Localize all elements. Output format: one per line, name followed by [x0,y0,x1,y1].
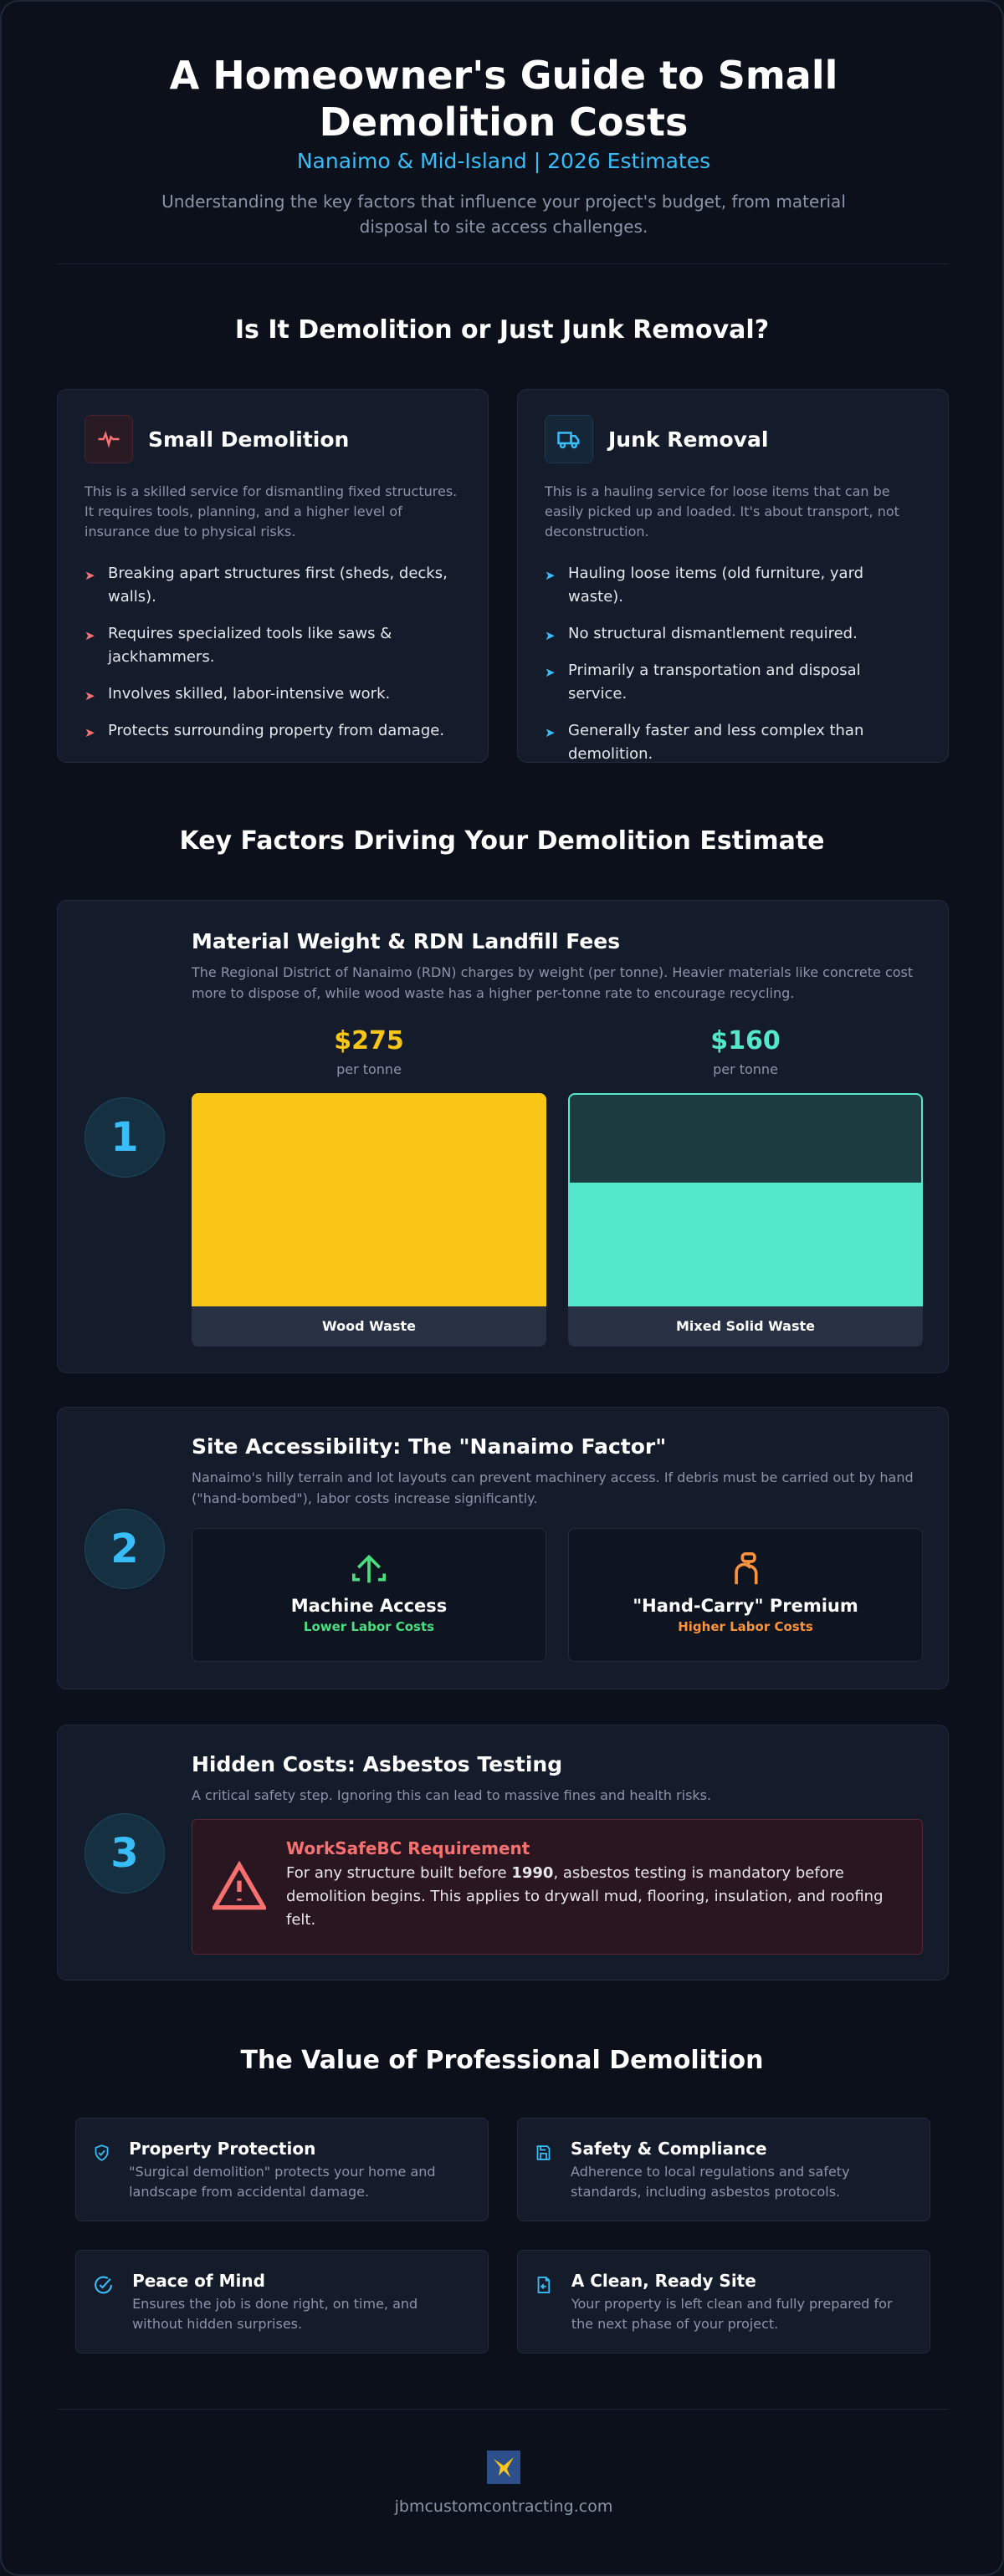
value-title: Peace of Mind [132,2271,265,2291]
unit-label: per tonne [336,1061,402,1077]
text: , asbestos testing is mandatory before d… [286,1864,884,1929]
factor-title: Material Weight & RDN Landfill Fees [192,929,621,953]
card-description: This is a skilled service for dismantlin… [85,483,458,539]
list: Breaking apart structures first (sheds, … [85,562,461,744]
factor-number: 2 [85,1509,165,1589]
comparison-card: Small Demolition This is a skilled servi… [57,389,489,763]
factor-description: The Regional District of Nanaimo (RDN) c… [192,964,914,1001]
factor-title: Site Accessibility: The "Nanaimo Factor" [192,1434,667,1459]
icon [537,2277,551,2293]
card-title: Junk Removal [608,427,769,452]
category-label: Mixed Solid Waste [568,1306,923,1347]
bar [568,1182,923,1306]
factor-card: 2 Site Accessibility: The "Nanaimo Facto… [57,1407,949,1689]
value-card: A Clean, Ready Site Your property is left… [517,2250,930,2354]
emphasis: 1990 [511,1864,554,1882]
category-label: Wood Waste [192,1306,546,1347]
value-card: Peace of Mind Ensures the job is done rig… [75,2250,489,2354]
value-description: Your property is left clean and fully pr… [571,2296,893,2332]
warning-title: WorkSafeBC Requirement [286,1838,530,1858]
list-item: Primarily a transportation and disposal … [545,659,921,706]
list-item: Involves skilled, labor-intensive work. [85,682,461,708]
access-note: Lower Labor Costs [303,1619,435,1634]
description: Understanding the key factors that influ… [161,192,846,237]
value-title: Safety & Compliance [571,2139,767,2159]
card-description: This is a hauling service for loose item… [545,483,899,539]
access-note: Higher Labor Costs [678,1619,813,1634]
value-description: "Surgical demolition" protects your home… [129,2164,436,2200]
website: jbmcustomcontracting.com [394,2497,613,2516]
warning-icon [213,1860,266,1910]
factor-title: Hidden Costs: Asbestos Testing [192,1752,563,1776]
access-title: Machine Access [290,1596,448,1616]
icon [536,2145,551,2160]
section-title: Is It Demolition or Just Junk Removal? [234,315,770,345]
list-item: Hauling loose items (old furniture, yard… [545,562,921,609]
factor-card: 1 Material Weight & RDN Landfill Fees Th… [57,900,949,1373]
bar-chart: $275 per tonne Wood Waste $160 per tonne Mixe… [192,1026,923,1347]
list-item: No structural dismantlement required. [545,622,921,647]
divider [57,2409,949,2410]
list: Hauling loose items (old furniture, yard… [545,562,921,766]
factor-description: Nanaimo's hilly terrain and lot layouts … [192,1469,914,1506]
section-title: The Value of Professional Demolition [240,2046,764,2075]
value-description: Adherence to local regulations and safet… [571,2164,850,2200]
card-title: Small Demolition [148,427,350,452]
warning-box: WorkSafeBC Requirement For any structure… [192,1819,923,1955]
list-item: Protects surrounding property from damag… [85,719,461,744]
access-card: "Hand-Carry" Premium Higher Labor Costs [568,1528,923,1662]
icon [95,2144,109,2161]
icon [85,415,133,463]
icon [95,2276,112,2294]
text: For any structure built before [286,1864,512,1882]
unit-label: per tonne [713,1061,778,1077]
comparison-card: Junk Removal This is a hauling service f… [517,389,949,763]
logo [487,2451,520,2484]
factor-card: 3 Hidden Costs: Asbestos Testing A criti… [57,1725,949,1981]
access-card: Machine Access Lower Labor Costs [192,1528,546,1662]
value-label: $275 [334,1026,404,1055]
list-item: Requires specialized tools like saws & j… [85,622,461,669]
value-description: Ensures the job is done right, on time, … [132,2296,418,2332]
value-label: $160 [710,1026,781,1055]
title: A Homeowner's Guide to Small Demolition … [169,53,838,145]
bar [192,1093,546,1306]
icon [545,415,593,463]
value-title: A Clean, Ready Site [571,2271,756,2291]
list-item: Generally faster and less complex than d… [545,719,921,766]
value-title: Property Protection [129,2139,316,2159]
icon [735,1552,758,1585]
list-item: Breaking apart structures first (sheds, … [85,562,461,609]
subtitle: Nanaimo & Mid-Island | 2026 Estimates [296,149,711,173]
icon [352,1554,386,1583]
value-card: Property Protection "Surgical demolition"… [75,2118,489,2221]
factor-number: 3 [85,1813,165,1894]
factor-number: 1 [85,1097,165,1178]
divider [57,263,949,264]
warning-text: For any structure built before 1990, asb… [286,1862,905,1932]
section-title: Key Factors Driving Your Demolition Esti… [179,826,825,856]
factor-description: A critical safety step. Ignoring this ca… [192,1787,712,1803]
access-title: "Hand-Carry" Premium [633,1596,858,1616]
value-card: Safety & Compliance Adherence to local re… [517,2118,930,2221]
